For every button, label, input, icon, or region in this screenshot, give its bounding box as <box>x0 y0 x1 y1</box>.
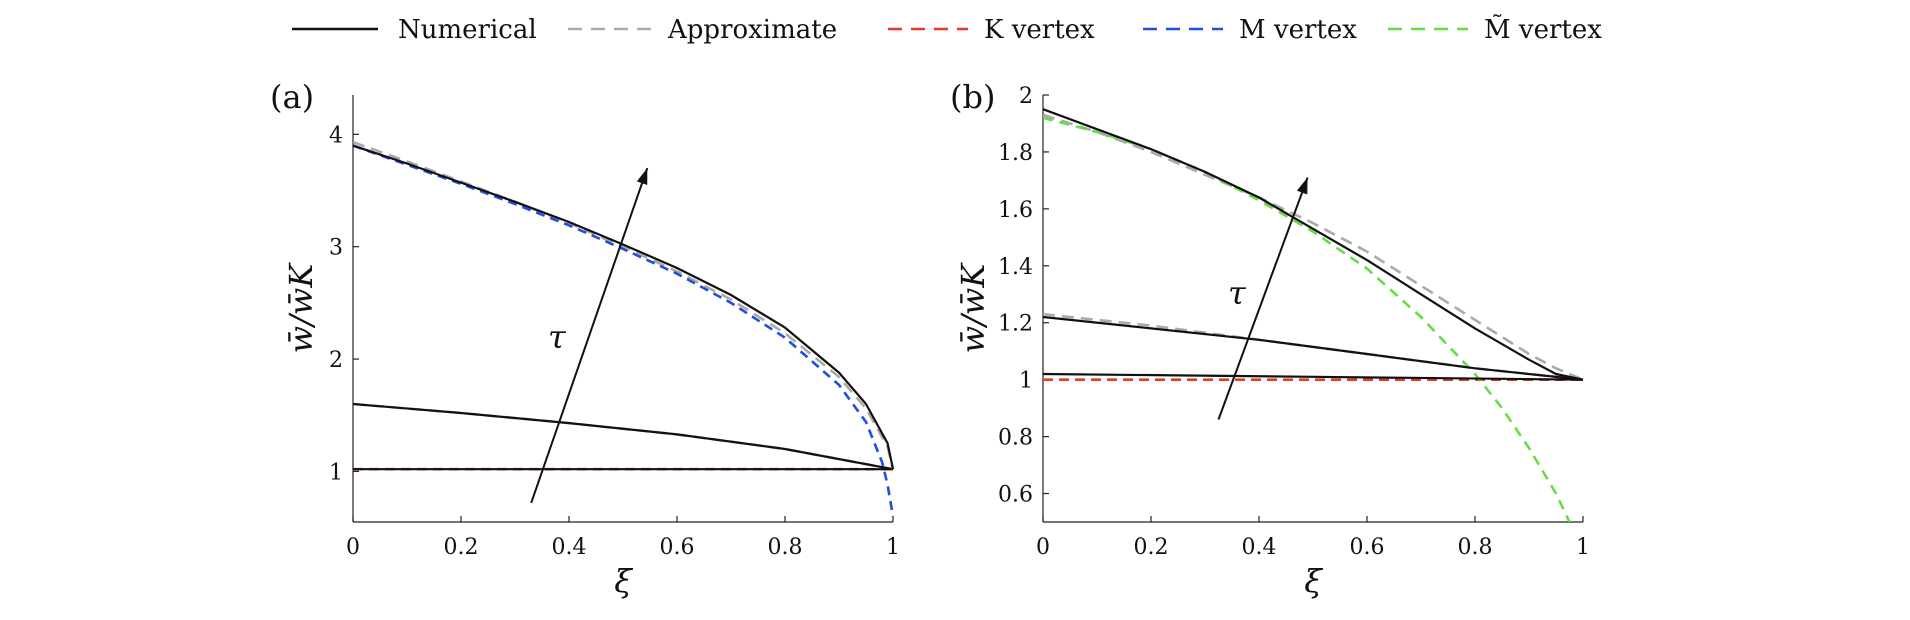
x-axis-label: ξ <box>614 562 633 600</box>
y-tick-label: 1.8 <box>998 141 1033 166</box>
y-tick-label: 3 <box>329 236 343 261</box>
y-tick-label: 2 <box>329 348 343 373</box>
legend-label: Numerical <box>398 15 537 45</box>
legend-label: M̃ vertex <box>1484 14 1602 45</box>
legend-label: Approximate <box>667 15 837 45</box>
legend-item-approximate: Approximate <box>568 15 837 45</box>
y-tick-label: 4 <box>329 123 343 148</box>
x-tick-label: 0.2 <box>444 535 479 560</box>
plot-area <box>353 140 895 517</box>
x-tick-label: 0.2 <box>1134 535 1169 560</box>
y-tick-label: 1 <box>1019 369 1033 394</box>
tau-arrow-head <box>636 168 648 185</box>
series-numerical-line-5 <box>1043 372 1584 381</box>
legend-item-mvertex: M̃ vertex <box>1388 14 1602 45</box>
series-approximate-line-4 <box>353 402 894 471</box>
series-approximate-line-1 <box>353 140 895 470</box>
legend-label: K vertex <box>984 15 1095 45</box>
x-tick-label: 0.8 <box>768 535 803 560</box>
series-numerical-line-3 <box>1043 315 1584 381</box>
legend-item-mvertex: M vertex <box>1143 15 1357 45</box>
tau-arrow-head <box>1296 177 1308 195</box>
y-tick-label: 2 <box>1019 84 1033 109</box>
y-tick-label: 1.4 <box>998 255 1033 280</box>
x-tick-label: 0.4 <box>552 535 587 560</box>
panel-label: (a) <box>270 78 314 116</box>
x-tick-label: 0.8 <box>1458 535 1493 560</box>
tau-arrow-shaft <box>530 167 649 504</box>
panel-label: (b) <box>950 78 995 116</box>
y-tick-label: 1.2 <box>998 312 1033 337</box>
x-axis-label: ξ <box>1304 562 1323 600</box>
tau-annotation: τ <box>548 318 567 356</box>
x-tick-label: 0 <box>346 535 360 560</box>
x-tick-label: 0.4 <box>1242 535 1277 560</box>
plot-area <box>1043 108 1584 522</box>
legend-label: M vertex <box>1239 15 1357 45</box>
y-tick-label: 1 <box>329 460 343 485</box>
legend-item-numerical: Numerical <box>292 15 537 45</box>
tau-arrow-shaft <box>1217 177 1309 420</box>
x-tick-label: 0 <box>1036 535 1050 560</box>
x-tick-label: 0.6 <box>660 535 695 560</box>
y-tick-label: 1.6 <box>998 198 1033 223</box>
panel-a: 0 0.2 0.4 0.6 0.8 1 1 2 3 4 τ (a) ξ w̄/w̄K <box>270 78 900 600</box>
series-numerical-line-0 <box>353 144 895 470</box>
tau-annotation: τ <box>1228 274 1247 312</box>
series-approximate-line-1 <box>1043 113 1584 381</box>
legend-item-kvertex: K vertex <box>888 15 1095 45</box>
x-tick-label: 0.6 <box>1350 535 1385 560</box>
x-tick-label: 1 <box>1576 535 1590 560</box>
y-axis-label: w̄/w̄K <box>282 262 320 354</box>
series-numerical-line-3 <box>353 402 894 471</box>
series-m-vertex-line-2 <box>353 144 895 517</box>
x-tick-label: 1 <box>886 535 900 560</box>
legend: Numerical Approximate K vertex M vertex M̃ v… <box>292 14 1602 45</box>
series-mt-vertex-line-2 <box>1043 116 1571 522</box>
panel-b: 0 0.2 0.4 0.6 0.8 1 0.6 0.8 1 1.2 1.4 1.6 1.8 2 τ (b) ξ w… <box>950 78 1590 600</box>
y-axis-label: w̄/w̄K <box>954 262 992 354</box>
series-numerical-line-0 <box>1043 108 1584 381</box>
y-tick-label: 0.6 <box>998 483 1033 508</box>
y-tick-label: 0.8 <box>998 426 1033 451</box>
